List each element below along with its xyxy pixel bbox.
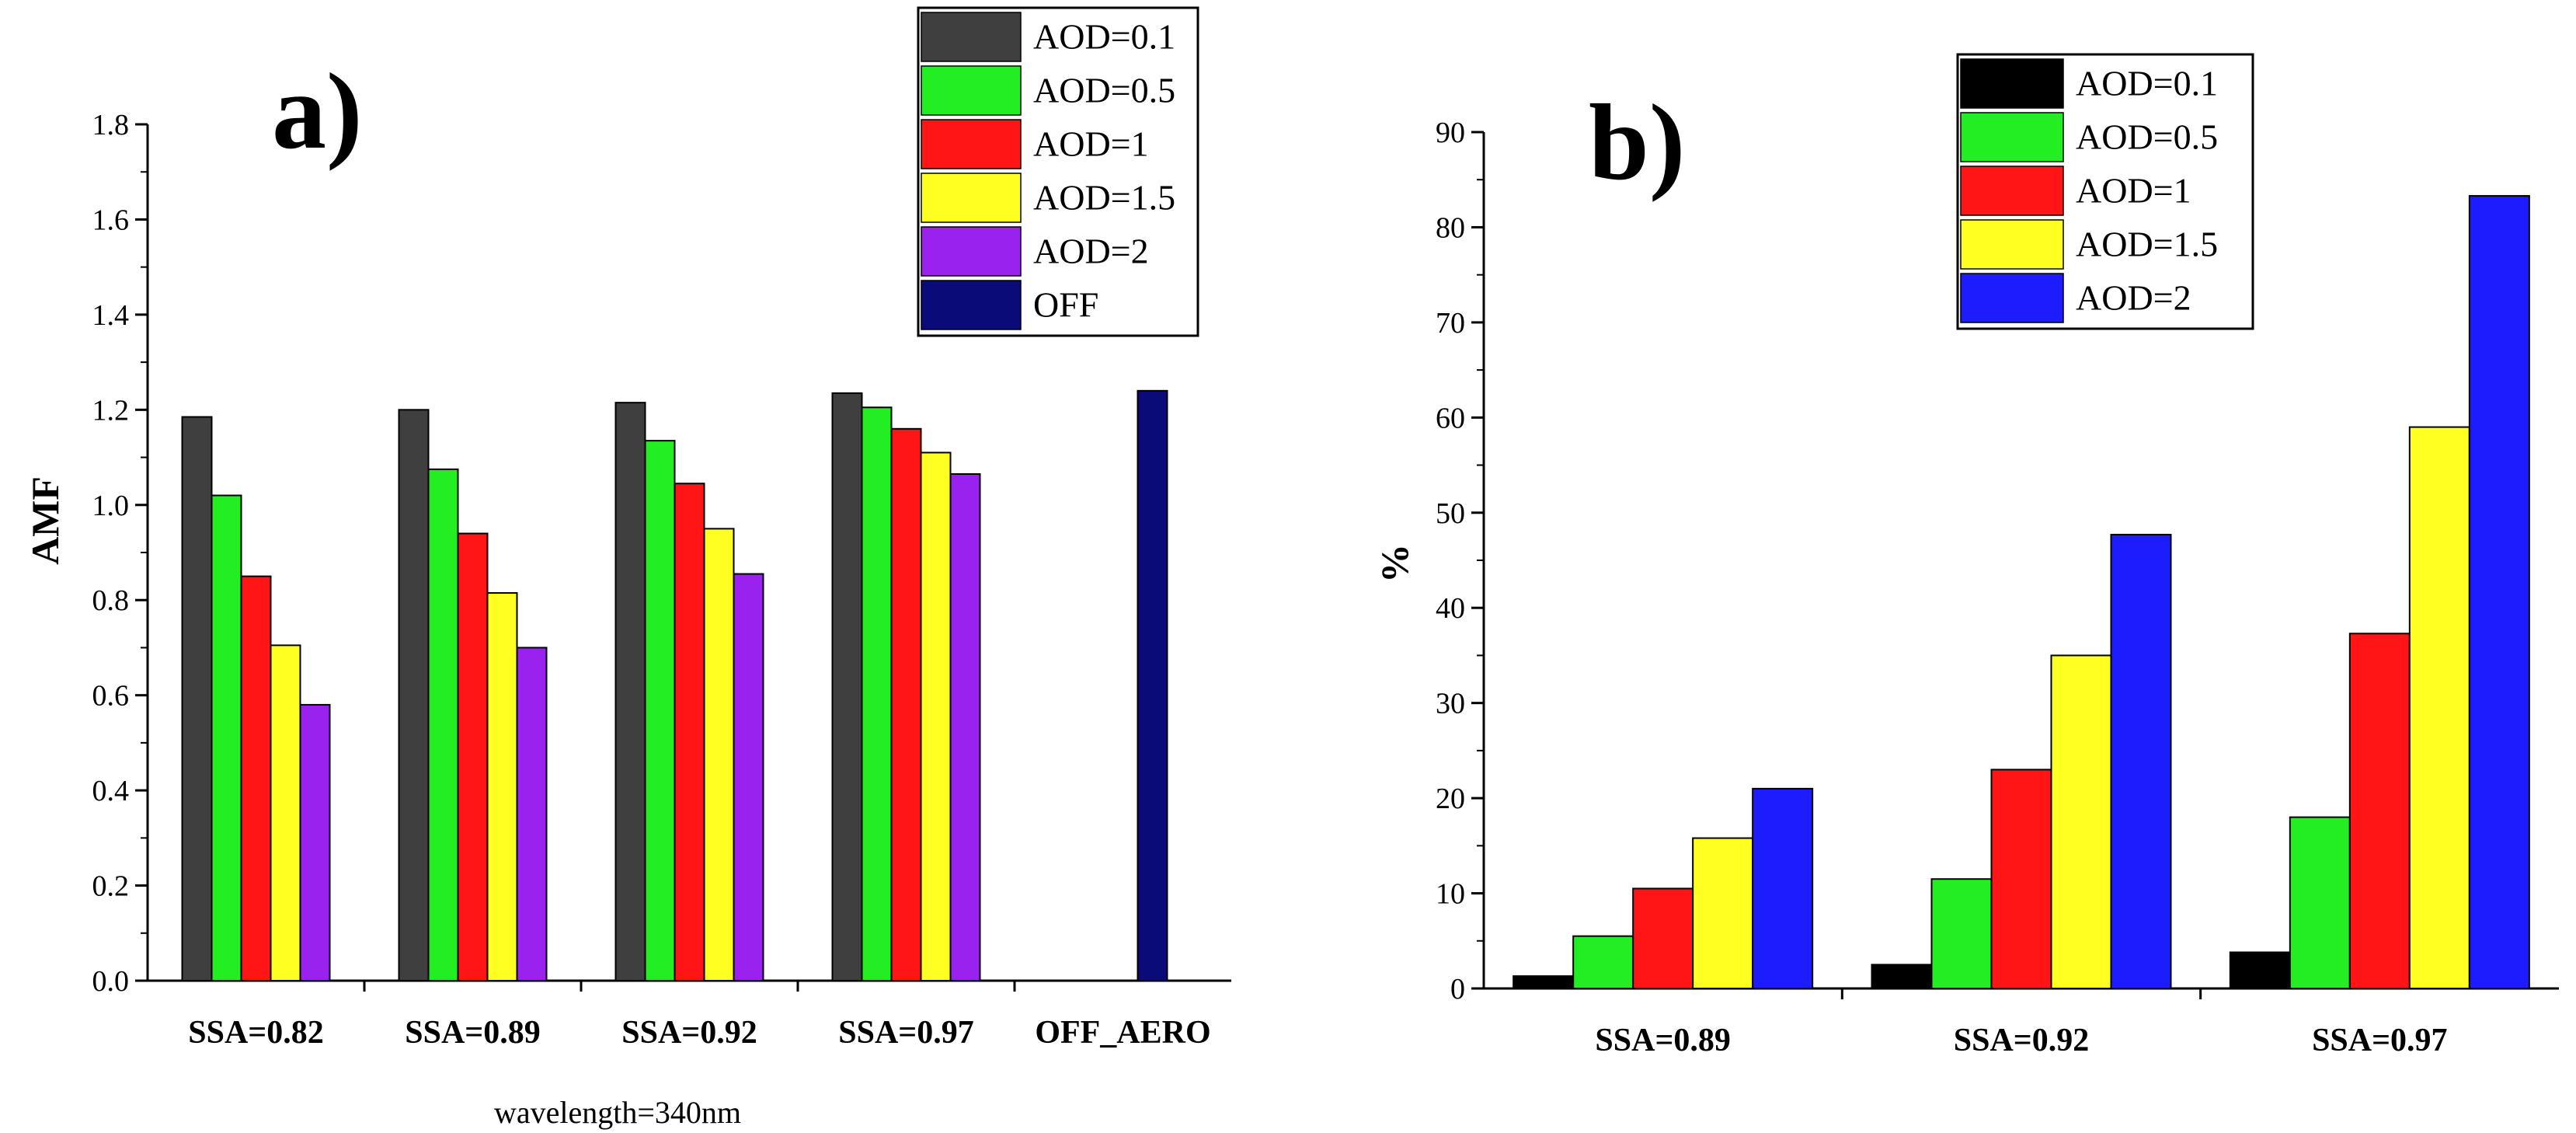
chart-b-bar-aod-0-5-ssa-0-89 <box>1572 935 1634 989</box>
chart-b-bar-aod-1-5-ssa-0-92 <box>2050 654 2112 989</box>
chart-a-bar-aod-1-ssa-0-89 <box>457 532 489 981</box>
chart-a-legend-swatch <box>921 119 1022 169</box>
chart-a-category-label: OFF_AERO <box>1035 1015 1210 1051</box>
chart-b-y-tick-label: 10 <box>1436 878 1465 911</box>
chart-a-legend-label: AOD=2 <box>1033 232 1149 271</box>
chart-a-bar-aod-2-ssa-0-97 <box>949 472 981 981</box>
chart-b-bar-aod-1-5-ssa-0-89 <box>1692 837 1754 989</box>
chart-b-y-axis-label: % <box>1373 544 1416 583</box>
chart-b-y-tick-label: 60 <box>1436 402 1465 434</box>
chart-a-bar-aod-0-1-ssa-0-97 <box>831 392 863 981</box>
chart-b-category-label: SSA=0.89 <box>1595 1023 1730 1058</box>
chart-b-bar-aod-0-1-ssa-0-89 <box>1513 975 1575 990</box>
chart-a-legend-swatch <box>921 280 1022 330</box>
chart-b-bar-aod-2-ssa-0-92 <box>2110 533 2172 989</box>
chart-a-bar-aod-1-5-ssa-0-82 <box>270 644 301 982</box>
chart-b-legend-swatch <box>1960 166 2064 216</box>
chart-a-bar-aod-2-ssa-0-92 <box>733 573 764 981</box>
chart-a-y-tick-label: 0.6 <box>92 680 130 713</box>
chart-b-y-tick-label: 50 <box>1436 497 1465 530</box>
chart-a-bar-aod-2-ssa-0-82 <box>299 703 331 982</box>
chart-b-legend-label: AOD=1 <box>2076 171 2191 211</box>
chart-b-bar-aod-0-1-ssa-0-97 <box>2229 951 2291 989</box>
chart-b-bar-aod-1-5-ssa-0-97 <box>2408 426 2470 989</box>
chart-a-bar-aod-1-5-ssa-0-89 <box>486 592 518 981</box>
chart-a-category-label: SSA=0.82 <box>188 1015 323 1051</box>
chart-a-bar-off-off-aero <box>1137 389 1168 982</box>
chart-a-legend-swatch <box>921 12 1022 62</box>
chart-b-bar-aod-1-ssa-0-97 <box>2348 633 2411 989</box>
chart-a-legend-label: AOD=0.5 <box>1033 71 1175 110</box>
chart-b-legend-swatch <box>1960 219 2064 270</box>
chart-a-bar-aod-0-1-ssa-0-82 <box>181 416 213 981</box>
chart-a-y-tick-label: 1.2 <box>92 394 130 427</box>
chart-a-bar-aod-1-ssa-0-92 <box>674 483 705 981</box>
chart-a-y-tick-label: 1.6 <box>92 204 130 236</box>
chart-a-category-label: SSA=0.89 <box>405 1015 540 1051</box>
chart-a-bar-aod-0-5-ssa-0-92 <box>644 440 676 981</box>
chart-b-bar-aod-2-ssa-0-97 <box>2468 195 2530 989</box>
chart-a-bar-aod-1-ssa-0-82 <box>240 575 272 981</box>
chart-b-y-tick-label: 30 <box>1436 688 1465 720</box>
chart-a-bar-aod-0-5-ssa-0-82 <box>211 494 242 981</box>
chart-a-x-axis-label: wavelength=340nm <box>494 1095 741 1130</box>
chart-b-category-label: SSA=0.97 <box>2312 1023 2447 1058</box>
chart-b-bar-aod-0-1-ssa-0-92 <box>1871 964 1933 990</box>
chart-a-bar-aod-1-ssa-0-97 <box>890 427 922 981</box>
chart-a-legend-label: AOD=1.5 <box>1033 178 1175 218</box>
chart-a-legend-swatch <box>921 226 1022 277</box>
chart-b-legend-swatch <box>1960 112 2064 162</box>
chart-a-y-tick-label: 1.0 <box>92 490 130 522</box>
chart-b-y-tick-label: 70 <box>1436 307 1465 340</box>
chart-a-legend-swatch <box>921 173 1022 223</box>
chart-a-bar-aod-1-5-ssa-0-97 <box>920 451 952 981</box>
chart-b-bar-aod-1-ssa-0-92 <box>1990 769 2052 990</box>
chart-a-category-label: SSA=0.97 <box>838 1015 973 1051</box>
chart-a-y-axis-label: AMF <box>23 476 67 565</box>
chart-a-bar-aod-0-1-ssa-0-92 <box>614 402 646 981</box>
chart-b-legend-swatch <box>1960 58 2064 109</box>
chart-a-y-tick-label: 0.8 <box>92 584 130 617</box>
chart-b-y-tick-label: 40 <box>1436 592 1465 625</box>
chart-b-percent: b) % 0 10 20 30 40 50 60 70 80 90 SSA=0.89 SSA=0.92… <box>1373 53 2559 1058</box>
chart-b-bar-aod-2-ssa-0-89 <box>1752 787 1814 989</box>
chart-a-bar-aod-2-ssa-0-89 <box>516 647 548 981</box>
chart-b-legend-label: AOD=2 <box>2076 278 2191 318</box>
chart-b-bar-aod-0-5-ssa-0-97 <box>2289 816 2351 989</box>
chart-a-bar-aod-0-1-ssa-0-89 <box>398 409 430 981</box>
chart-b-legend-swatch <box>1960 273 2064 323</box>
chart-b-legend-label: AOD=0.5 <box>2076 117 2218 157</box>
chart-a-y-tick-label: 0.2 <box>92 870 130 903</box>
chart-b-y-tick-label: 20 <box>1436 783 1465 815</box>
chart-a-y-tick-label: 0.4 <box>92 775 130 807</box>
chart-a-y-tick-label: 1.8 <box>92 109 130 141</box>
chart-a-bar-aod-0-5-ssa-0-89 <box>427 468 459 981</box>
chart-a-legend-label: OFF <box>1033 285 1098 325</box>
chart-a-panel-label: a) <box>272 51 363 172</box>
chart-b-y-tick-label: 0 <box>1450 973 1465 1006</box>
chart-a-category-label: SSA=0.92 <box>621 1015 757 1051</box>
chart-b-legend-label: AOD=1.5 <box>2076 225 2218 264</box>
chart-a-legend-label: AOD=0.1 <box>1033 17 1175 57</box>
chart-b-panel-label: b) <box>1589 82 1685 203</box>
chart-a-legend: AOD=0.1 AOD=0.5 AOD=1 AOD=1.5 AOD=2 OFF <box>917 6 1199 337</box>
chart-b-category-label: SSA=0.92 <box>1954 1023 2089 1058</box>
chart-a-bar-aod-1-5-ssa-0-92 <box>703 528 735 981</box>
chart-a-amf: a) AMF wavelength=340nm 0.0 0.2 0.4 0.6 0.8 1… <box>23 6 1231 1130</box>
chart-b-y-tick-label: 80 <box>1436 211 1465 244</box>
chart-b-legend-label: AOD=0.1 <box>2076 64 2218 103</box>
chart-b-bar-aod-0-5-ssa-0-92 <box>1930 878 1993 989</box>
chart-a-bar-aod-0-5-ssa-0-97 <box>861 406 893 981</box>
chart-a-legend-swatch <box>921 65 1022 116</box>
chart-b-y-tick-label: 90 <box>1436 117 1465 149</box>
chart-a-legend-label: AOD=1 <box>1033 124 1149 164</box>
chart-a-y-tick-label: 0.0 <box>92 965 130 998</box>
chart-a-y-tick-label: 1.4 <box>92 299 130 332</box>
chart-b-legend: AOD=0.1 AOD=0.5 AOD=1 AOD=1.5 AOD=2 <box>1956 53 2254 330</box>
chart-b-bar-aod-1-ssa-0-89 <box>1632 887 1694 990</box>
